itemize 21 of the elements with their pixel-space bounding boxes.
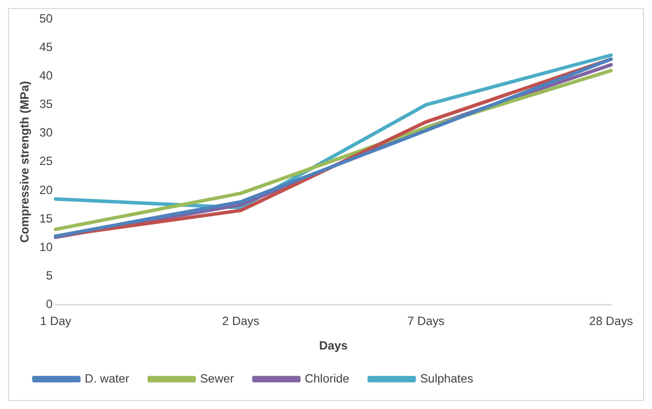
y-tick-label: 25 <box>39 154 53 168</box>
y-tick-label: 50 <box>39 11 53 26</box>
y-tick-label: 45 <box>39 40 53 54</box>
legend-label: Sulphates <box>420 371 474 386</box>
y-tick-label: 5 <box>46 268 53 282</box>
x-axis-title: Days <box>319 338 348 352</box>
legend-label: Chloride <box>304 371 350 386</box>
x-tick-label: 28 Days <box>589 314 634 328</box>
y-tick-label: 20 <box>39 182 53 197</box>
y-tick-label: 10 <box>39 240 53 254</box>
x-tick-label: 7 Days <box>407 314 445 328</box>
y-axis-title: Compressive strength (MPa) <box>17 81 32 243</box>
y-tick-label: 30 <box>39 126 53 140</box>
y-tick-label: 40 <box>39 68 53 83</box>
legend-label: Sewer <box>200 371 234 386</box>
legend-label: D. water <box>84 371 130 386</box>
y-tick-label: 15 <box>39 211 53 226</box>
x-tick-label: 1 Day <box>40 314 72 328</box>
y-tick-label: 0 <box>46 296 53 311</box>
y-tick-label: 35 <box>39 97 53 112</box>
x-tick-label: 2 Days <box>222 314 260 328</box>
